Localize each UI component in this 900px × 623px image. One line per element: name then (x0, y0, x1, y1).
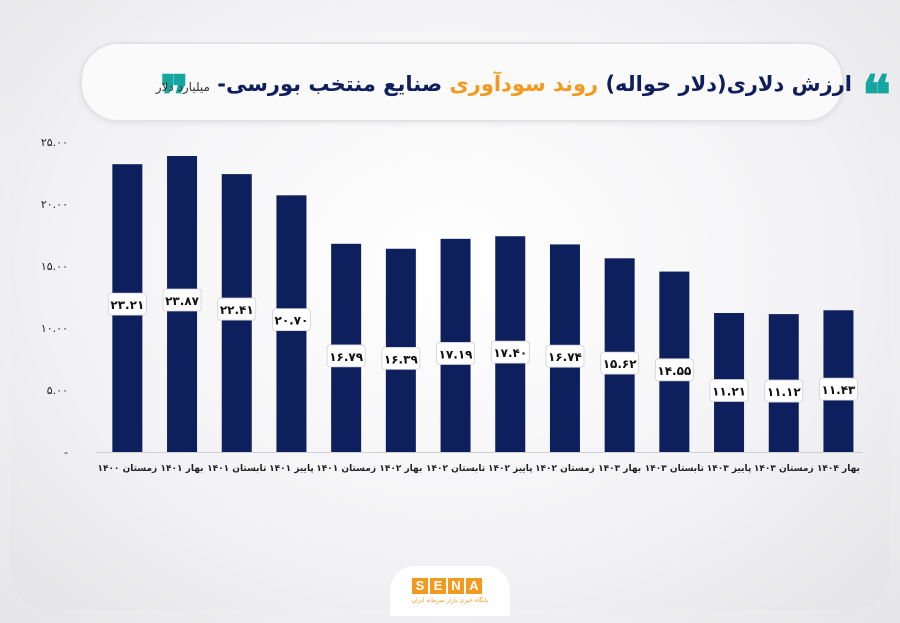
data-label: ۱۶.۷۴ (545, 344, 585, 368)
data-label-text: ۱۱.۱۲ (767, 385, 802, 399)
data-label-box (107, 292, 147, 316)
y-tick-label: ۱۰.۰۰ (41, 322, 68, 335)
x-tick-label: زمستان ۱۴۰۳ (754, 464, 814, 474)
logo-letters: S E N A (412, 578, 482, 594)
data-label-text: ۱۷.۱۹ (439, 347, 474, 361)
data-label-text: ۱۶.۷۹ (329, 350, 364, 364)
data-label-text: ۱۴.۵۵ (657, 364, 691, 378)
title-part1: ارزش دلاری(دلار حواله) (605, 72, 852, 96)
y-tick-label: ۲۰.۰۰ (41, 198, 68, 211)
data-label-text: ۲۲.۴۱ (220, 303, 254, 317)
data-label-text: ۱۶.۷۴ (548, 350, 582, 364)
x-tick-label: تابستان ۱۴۰۳ (645, 464, 704, 474)
y-tick-label: ۵.۰۰ (47, 384, 68, 397)
data-label-text: ۱۷.۴۰ (493, 346, 527, 360)
data-label: ۲۳.۸۷ (162, 288, 202, 312)
data-label-box (381, 346, 421, 370)
data-label-box (545, 344, 585, 368)
data-label-box (490, 340, 530, 364)
data-label: ۱۷.۴۰ (490, 340, 530, 364)
data-label-text: ۱۵.۶۲ (603, 357, 638, 371)
x-tick-label: تابستان ۱۴۰۲ (426, 464, 485, 474)
data-label-box (654, 358, 694, 382)
title-unit: میلیارد دلار (155, 80, 210, 94)
x-tick-label: زمستان ۱۴۰۱ (316, 464, 376, 474)
x-tick-label: تابستان ۱۴۰۱ (207, 464, 266, 474)
x-tick-label: بهار ۱۴۰۳ (598, 464, 641, 474)
x-tick-label: زمستان ۱۴۰۰ (97, 464, 157, 474)
logo-letter-e: E (430, 578, 446, 594)
data-label: ۱۱.۲۱ (709, 379, 749, 402)
x-tick-label: بهار ۱۴۰۱ (161, 464, 204, 474)
data-label-text: ۲۳.۸۷ (165, 294, 200, 308)
y-tick-label: - (64, 446, 68, 459)
chart-title: ارزش دلاری(دلار حواله) روند سودآوری صنای… (156, 72, 852, 96)
data-label-box (709, 379, 749, 402)
data-label-text: ۲۳.۲۱ (110, 298, 144, 312)
data-label-box (162, 288, 202, 312)
data-label: ۱۷.۱۹ (436, 342, 475, 365)
title-banner: ❞ ارزش دلاری(دلار حواله) روند سودآوری صن… (80, 42, 891, 127)
y-tick-label: ۲۵.۰۰ (41, 136, 68, 149)
data-label: ۱۶.۷۹ (326, 344, 366, 368)
data-label-text: ۲۰.۷۰ (275, 314, 309, 328)
data-label: ۱۵.۶۲ (600, 351, 640, 375)
data-label-box (326, 344, 366, 368)
data-label-text: ۱۱.۴۳ (822, 383, 857, 397)
logo-subtitle: پایگاه خبری بازار سرمایه ایران (411, 597, 489, 604)
data-label-text: ۱۱.۲۱ (712, 384, 746, 398)
logo-letter-s: S (412, 578, 428, 594)
data-label-box (600, 351, 640, 375)
data-label-box (764, 379, 804, 403)
logo-letter-a: A (466, 578, 482, 594)
sena-logo: S E N A پایگاه خبری بازار سرمایه ایران (390, 566, 510, 616)
data-label: ۱۱.۴۳ (819, 377, 858, 401)
data-label-box (217, 297, 257, 321)
x-tick-label: زمستان ۱۴۰۲ (535, 464, 595, 474)
quote-open-icon: ❞ (160, 63, 190, 127)
data-label: ۱۴.۵۵ (654, 358, 694, 382)
data-label-box (819, 377, 858, 401)
x-tick-label: بهار ۱۴۰۲ (379, 464, 422, 474)
data-label: ۲۳.۲۱ (107, 292, 147, 316)
y-tick-label: ۱۵.۰۰ (41, 260, 68, 273)
logo-letter-n: N (448, 578, 464, 594)
data-label-box (272, 308, 311, 332)
x-tick-label: بهار ۱۴۰۴ (817, 464, 860, 474)
title-part2: صنایع منتخب بورسی- (217, 72, 443, 96)
data-label-text: ۱۶.۳۹ (384, 352, 419, 366)
data-label: ۲۰.۷۰ (272, 308, 311, 332)
data-label: ۲۲.۴۱ (217, 297, 257, 321)
data-label: ۱۶.۳۹ (381, 346, 421, 370)
data-label-box (436, 342, 475, 365)
x-tick-label: پاییز ۱۴۰۱ (269, 464, 314, 474)
quote-close-icon: ❝ (862, 63, 892, 127)
x-tick-label: پاییز ۱۴۰۳ (707, 464, 752, 474)
title-highlight: روند سودآوری (449, 72, 599, 96)
x-tick-label: پاییز ۱۴۰۲ (488, 464, 533, 474)
data-label: ۱۱.۱۲ (764, 379, 804, 403)
